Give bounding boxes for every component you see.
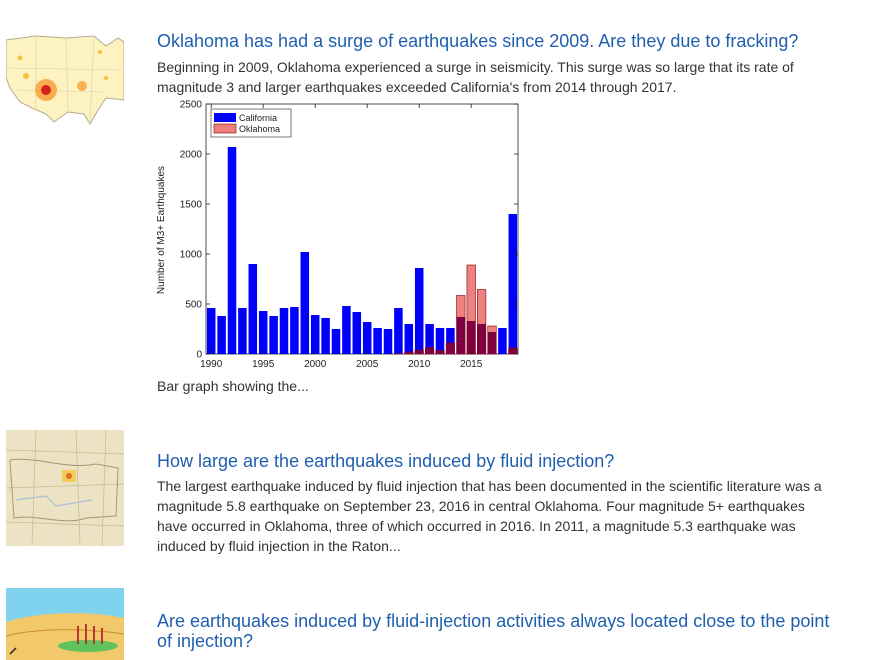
bar-overlap xyxy=(477,324,486,354)
bar-california xyxy=(217,316,226,354)
result-3-title-link-line-2[interactable]: of injection? xyxy=(157,631,254,651)
bar-california xyxy=(425,324,434,354)
search-result-3: Are earthquakes induced by fluid-injecti… xyxy=(0,586,880,660)
x-tick-label: 1990 xyxy=(200,359,223,370)
legend-label-oklahoma: Oklahoma xyxy=(239,124,280,134)
search-result-1: Oklahoma has had a surge of earthquakes … xyxy=(6,18,799,394)
bar-california xyxy=(508,214,518,354)
bar-overlap xyxy=(404,352,414,354)
bar-overlap xyxy=(487,332,497,354)
chart-y-axis-label: Number of M3+ Earthquakes xyxy=(156,166,167,294)
y-tick-label: 0 xyxy=(196,350,202,361)
bar-california xyxy=(331,329,341,354)
legend-swatch-california xyxy=(214,113,236,122)
bar-overlap xyxy=(508,348,518,354)
earthquake-bar-chart[interactable]: Number of M3+ Earthquakes 0 500 1000 1500 20… xyxy=(154,100,534,372)
bar-california xyxy=(300,252,310,354)
search-result-2: How large are the earthquakes induced by… xyxy=(0,420,880,570)
x-tick-label: 2000 xyxy=(304,359,327,370)
y-tick-label: 500 xyxy=(185,300,202,311)
bar-california xyxy=(290,307,299,354)
bar-overlap xyxy=(446,343,455,354)
result-1-snippet-line-2: magnitude 3 and larger earthquakes excee… xyxy=(157,79,677,95)
x-tick-label: 1995 xyxy=(252,359,275,370)
y-tick-label: 1500 xyxy=(180,200,203,211)
chart-svg: Number of M3+ Earthquakes 0 500 1000 1500 20… xyxy=(156,100,519,370)
bar-overlap xyxy=(456,317,466,354)
legend-label-california: California xyxy=(239,113,277,123)
bar-california xyxy=(310,315,320,354)
bar-california xyxy=(414,268,424,354)
legend-swatch-oklahoma xyxy=(213,123,237,134)
bar-california xyxy=(269,316,278,354)
result-2-title-link[interactable]: How large are the earthquakes induced by… xyxy=(157,451,615,471)
result-2-thumbnail[interactable] xyxy=(6,430,124,546)
y-tick-label: 1000 xyxy=(180,250,203,261)
result-1-title-link[interactable]: Oklahoma has had a surge of earthquakes … xyxy=(157,31,799,51)
result-1-snippet-line-1: Beginning in 2009, Oklahoma experienced … xyxy=(157,59,794,75)
bar-california xyxy=(352,312,362,354)
bar-california xyxy=(321,318,330,354)
bar-california xyxy=(435,328,445,354)
x-tick-label: 2015 xyxy=(460,359,483,370)
bar-overlap xyxy=(435,350,445,354)
bar-california xyxy=(394,308,403,354)
y-tick-label: 2000 xyxy=(180,150,203,161)
bar-california xyxy=(248,264,258,354)
bar-california xyxy=(238,308,247,354)
oklahoma-map-icon xyxy=(6,430,124,546)
bar-california xyxy=(258,311,268,354)
bar-california xyxy=(342,306,351,354)
result-1-thumbnail[interactable] xyxy=(6,18,124,128)
result-2-snippet-line-2: magnitude 5.8 earthquake on September 23… xyxy=(157,498,805,514)
result-1-image-caption: Bar graph showing the... xyxy=(157,378,309,394)
bar-california xyxy=(383,329,393,354)
bar-overlap xyxy=(466,321,476,354)
bar-california xyxy=(404,324,414,354)
chart-plot-frame xyxy=(205,103,519,355)
x-tick-label: 2010 xyxy=(408,359,431,370)
result-3-title-link-line-1[interactable]: Are earthquakes induced by fluid-injecti… xyxy=(157,611,830,631)
result-2-snippet-line-4: induced by fluid injection in the Raton.… xyxy=(157,538,401,554)
bar-california xyxy=(362,322,372,354)
result-2-snippet-line-3: have occurred in Oklahoma, three of whic… xyxy=(157,518,796,534)
bar-overlap xyxy=(425,347,434,354)
bar-california xyxy=(498,328,507,354)
bar-california xyxy=(373,328,382,354)
y-tick-label: 2500 xyxy=(180,100,203,111)
bar-california xyxy=(227,147,237,354)
bar-california xyxy=(446,328,455,354)
us-seismicity-map-icon xyxy=(6,18,124,128)
bar-california xyxy=(206,308,216,354)
result-3-thumbnail[interactable] xyxy=(6,588,124,660)
bar-california xyxy=(279,308,289,354)
result-2-snippet-line-1: The largest earthquake induced by fluid … xyxy=(157,478,822,494)
fluid-injection-diagram-icon xyxy=(6,588,124,660)
x-tick-label: 2005 xyxy=(356,359,379,370)
